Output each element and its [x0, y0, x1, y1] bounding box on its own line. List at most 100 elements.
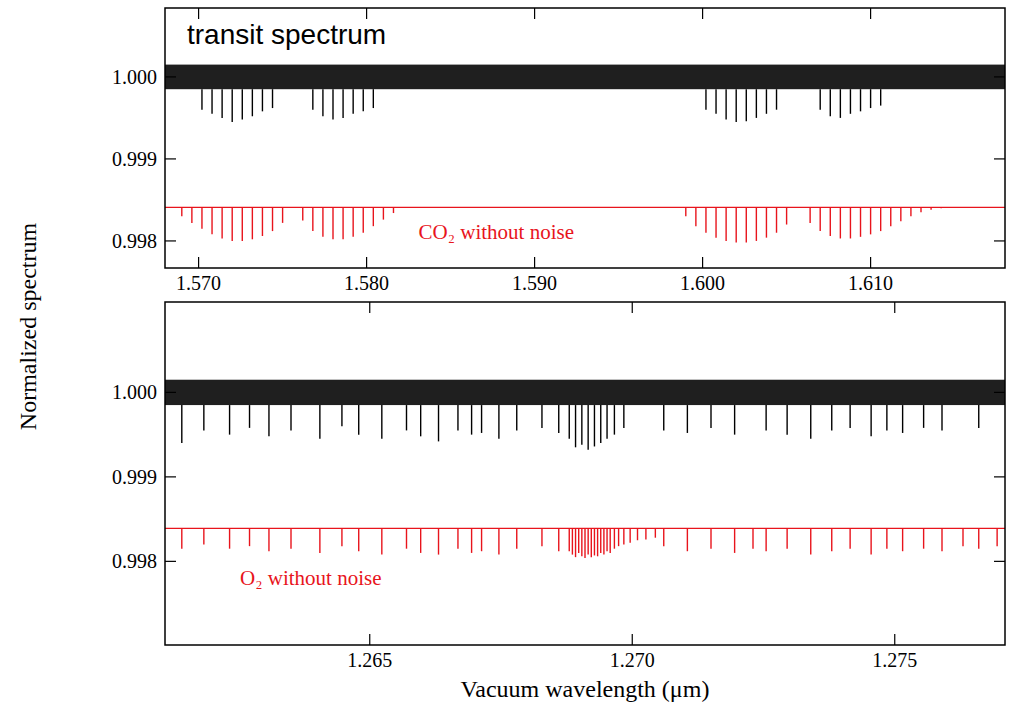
absorption-line: [710, 528, 711, 548]
y-tick-label: 0.998: [112, 230, 157, 252]
absorption-line: [541, 528, 542, 546]
absorption-line: [746, 207, 747, 242]
y-tick-label: 1.000: [112, 66, 157, 88]
x-tick: [198, 257, 199, 268]
absorption-line: [290, 528, 291, 548]
x-tick: [366, 8, 367, 19]
absorption-line: [900, 207, 901, 221]
absorption-line: [406, 528, 407, 548]
absorption-line: [809, 207, 810, 223]
absorption-line: [645, 528, 646, 539]
absorption-line: [978, 405, 979, 428]
absorption-line: [242, 89, 243, 119]
absorption-line: [603, 528, 604, 554]
x-tick-label: 1.590: [512, 272, 557, 294]
x-tick: [632, 302, 633, 313]
absorption-line: [358, 528, 359, 551]
frame: [165, 8, 1005, 268]
absorption-line: [302, 207, 303, 220]
absorption-line: [766, 207, 767, 237]
y-tick-label: 0.999: [112, 148, 157, 170]
absorption-line: [471, 405, 472, 435]
absorption-line: [203, 405, 204, 430]
frame: [165, 302, 1005, 645]
y-tick: [165, 158, 176, 159]
absorption-line: [229, 528, 230, 548]
absorption-line: [268, 528, 269, 551]
absorption-line: [481, 528, 482, 551]
x-tick: [369, 302, 370, 313]
absorption-line: [756, 207, 757, 241]
y-tick: [994, 561, 1005, 562]
x-tick-label: 1.580: [344, 272, 389, 294]
absorption-line: [578, 528, 579, 553]
absorption-line: [765, 405, 766, 430]
absorption-line: [618, 528, 619, 546]
x-tick: [369, 634, 370, 645]
absorption-line: [516, 405, 517, 430]
absorption-line: [978, 528, 979, 548]
x-tick-label: 1.600: [680, 272, 725, 294]
chart: CO₂ without noise 1.570 1.580 1.590 1.600 1.6…: [0, 0, 1025, 710]
absorption-line: [849, 405, 850, 428]
absorption-line: [342, 89, 343, 118]
absorption-line: [710, 405, 711, 428]
absorption-line: [252, 89, 253, 116]
absorption-line: [516, 528, 517, 548]
absorption-line: [886, 405, 887, 430]
y-tick: [165, 476, 176, 477]
absorption-line: [850, 89, 851, 114]
absorption-line: [614, 405, 615, 435]
absorption-line: [181, 207, 182, 216]
absorption-line: [629, 528, 630, 542]
absorption-line: [341, 405, 342, 426]
absorption-line: [312, 89, 313, 110]
absorption-line: [886, 528, 887, 548]
absorption-line: [606, 528, 607, 551]
absorption-line: [594, 528, 595, 555]
absorption-line: [569, 528, 570, 551]
series-label: CO₂ without noise: [418, 220, 573, 244]
absorption-line: [715, 89, 716, 114]
absorption-line: [820, 207, 821, 231]
absorption-line: [870, 528, 871, 554]
absorption-line: [558, 405, 559, 433]
absorption-line: [637, 528, 638, 540]
absorption-line: [581, 405, 582, 445]
absorption-line: [725, 89, 726, 119]
absorption-line: [786, 528, 787, 548]
x-tick-label: 1.610: [848, 272, 893, 294]
x-tick-label: 1.570: [176, 272, 221, 294]
series-label: O₂ without noise: [240, 566, 381, 590]
y-tick: [994, 476, 1005, 477]
absorption-line: [840, 207, 841, 238]
absorption-line: [541, 405, 542, 428]
absorption-line: [860, 89, 861, 111]
absorption-line: [880, 207, 881, 231]
y-tick: [165, 76, 176, 77]
absorption-line: [342, 207, 343, 239]
y-tick: [994, 240, 1005, 241]
absorption-line: [902, 405, 903, 433]
chart-title: transit spectrum: [187, 19, 386, 50]
y-tick: [165, 561, 176, 562]
absorption-line: [581, 528, 582, 556]
absorption-line: [734, 528, 735, 553]
absorption-line: [290, 405, 291, 430]
absorption-line: [930, 207, 931, 209]
x-tick-label: 1.275: [872, 649, 917, 671]
absorption-line: [923, 405, 924, 428]
absorption-line: [663, 405, 664, 430]
absorption-line: [272, 207, 273, 231]
absorption-line: [282, 207, 283, 223]
absorption-line: [663, 528, 664, 546]
absorption-line: [610, 528, 611, 553]
absorption-line: [962, 528, 963, 546]
absorption-line: [840, 89, 841, 118]
absorption-line: [752, 528, 753, 548]
absorption-line: [902, 528, 903, 551]
absorption-line: [736, 207, 737, 242]
absorption-line: [687, 528, 688, 551]
absorption-line: [249, 405, 250, 428]
x-tick: [894, 634, 895, 645]
